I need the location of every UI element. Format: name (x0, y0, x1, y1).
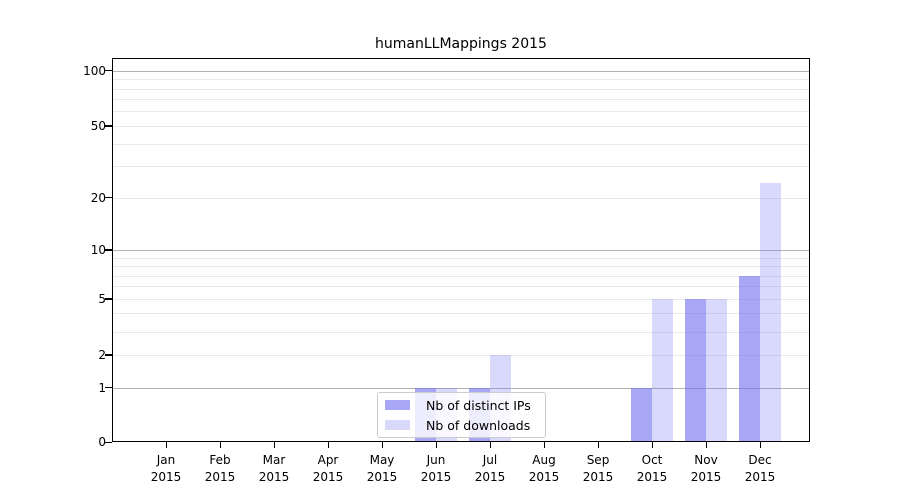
x-tick-year: 2015 (366, 470, 398, 484)
bar-nb-of-downloads-dec (760, 183, 781, 442)
x-tick-label-dec-2015: Dec 2015 (732, 452, 788, 486)
x-tick-month: Feb (209, 453, 231, 467)
x-tick-nov (705, 442, 707, 448)
y-tick-label-2: 2 (98, 347, 106, 362)
gridline-major-10 (112, 249, 810, 251)
x-tick-feb (219, 442, 221, 448)
y-tick-10 (105, 249, 112, 251)
x-tick-label-feb-2015: Feb 2015 (192, 452, 248, 486)
gridline-minor-5 (112, 298, 810, 300)
y-tick-5 (105, 298, 112, 300)
gridline-minor-9 (112, 257, 810, 259)
legend-item-downloads: Nb of downloads (385, 417, 545, 434)
gridline-major-1 (112, 387, 810, 389)
gridline-minor-30 (112, 166, 810, 168)
x-tick-label-jul-2015: Jul 2015 (462, 452, 518, 486)
x-tick-year: 2015 (528, 470, 560, 484)
x-tick-label-may-2015: May 2015 (354, 452, 410, 486)
chart-title: humanLLMappings 2015 (375, 36, 547, 52)
legend-label-distinct-ips: Nb of distinct IPs (426, 397, 531, 413)
x-tick-jan (165, 442, 167, 448)
gridline-minor-8 (112, 266, 810, 267)
x-tick-month: Dec (748, 453, 772, 467)
x-tick-month: Jul (482, 453, 498, 467)
gridline-minor-4 (112, 313, 810, 315)
y-tick-2 (105, 354, 112, 356)
x-tick-month: Apr (317, 453, 339, 467)
legend-swatch-distinct-ips (385, 400, 410, 410)
y-tick-label-0: 0 (98, 435, 106, 449)
x-tick-month: Sep (586, 453, 610, 467)
legend-item-distinct-ips: Nb of distinct IPs (385, 397, 545, 414)
gridline-minor-20 (112, 197, 810, 199)
y-tick-20 (105, 197, 112, 199)
x-tick-year: 2015 (204, 470, 236, 484)
x-tick-label-mar-2015: Mar 2015 (246, 452, 302, 486)
gridline-minor-90 (112, 79, 810, 81)
x-tick-may (381, 442, 383, 448)
bar-nb-of-downloads-oct (652, 298, 673, 442)
y-tick-50 (105, 125, 112, 127)
x-tick-month: Nov (694, 453, 718, 467)
gridline-minor-2 (112, 354, 810, 356)
x-tick-label-nov-2015: Nov 2015 (678, 452, 734, 486)
y-tick-label-20: 20 (90, 190, 106, 205)
x-tick-year: 2015 (582, 470, 614, 484)
x-tick-label-apr-2015: Apr 2015 (300, 452, 356, 486)
legend-swatch-downloads (385, 420, 410, 430)
gridline-minor-80 (112, 88, 810, 90)
gridline-minor-50 (112, 125, 810, 127)
legend-label-downloads: Nb of downloads (426, 417, 531, 433)
y-tick-label-10: 10 (90, 242, 106, 257)
x-tick-aug (543, 442, 545, 448)
x-tick-month: Aug (532, 453, 556, 467)
x-tick-year: 2015 (636, 470, 668, 484)
x-tick-year: 2015 (744, 470, 776, 484)
y-tick-100 (105, 70, 112, 72)
x-tick-year: 2015 (150, 470, 182, 484)
x-tick-year: 2015 (258, 470, 290, 484)
x-tick-month: Mar (262, 453, 286, 467)
x-tick-dec (759, 442, 761, 448)
x-tick-year: 2015 (312, 470, 344, 484)
gridline-minor-70 (112, 99, 810, 101)
x-tick-label-jun-2015: Jun 2015 (408, 452, 464, 486)
bar-nb-of-distinct-ips-nov (685, 298, 706, 442)
x-tick-month: May (369, 453, 395, 467)
x-tick-year: 2015 (474, 470, 506, 484)
bar-nb-of-distinct-ips-dec (739, 275, 760, 442)
y-tick-1 (105, 387, 112, 389)
gridline-minor-60 (112, 111, 810, 113)
y-tick-0 (105, 441, 112, 443)
x-tick-month: Oct (641, 453, 663, 467)
x-tick-label-jan-2015: Jan 2015 (138, 452, 194, 486)
x-tick-label-oct-2015: Oct 2015 (624, 452, 680, 486)
x-tick-month: Jun (426, 453, 446, 467)
gridline-minor-7 (112, 275, 810, 277)
x-tick-year: 2015 (690, 470, 722, 484)
x-tick-month: Jan (156, 453, 176, 467)
x-tick-jul (489, 442, 491, 448)
x-tick-label-aug-2015: Aug 2015 (516, 452, 572, 486)
bar-nb-of-distinct-ips-oct (631, 387, 652, 442)
y-tick-label-100: 100 (83, 63, 106, 78)
x-tick-sep (597, 442, 599, 448)
x-tick-mar (273, 442, 275, 448)
x-tick-apr (327, 442, 329, 448)
y-tick-label-5: 5 (98, 291, 106, 306)
x-tick-label-sep-2015: Sep 2015 (570, 452, 626, 486)
y-tick-label-50: 50 (90, 118, 106, 133)
x-tick-oct (651, 442, 653, 448)
x-tick-jun (435, 442, 437, 448)
y-tick-label-1: 1 (98, 380, 106, 395)
bar-nb-of-downloads-nov (706, 298, 727, 442)
legend: Nb of distinct IPs Nb of downloads (377, 392, 546, 438)
x-tick-year: 2015 (420, 470, 452, 484)
gridline-minor-3 (112, 331, 810, 333)
gridline-major-100 (112, 70, 810, 72)
gridline-minor-40 (112, 143, 810, 145)
gridline-minor-6 (112, 286, 810, 288)
